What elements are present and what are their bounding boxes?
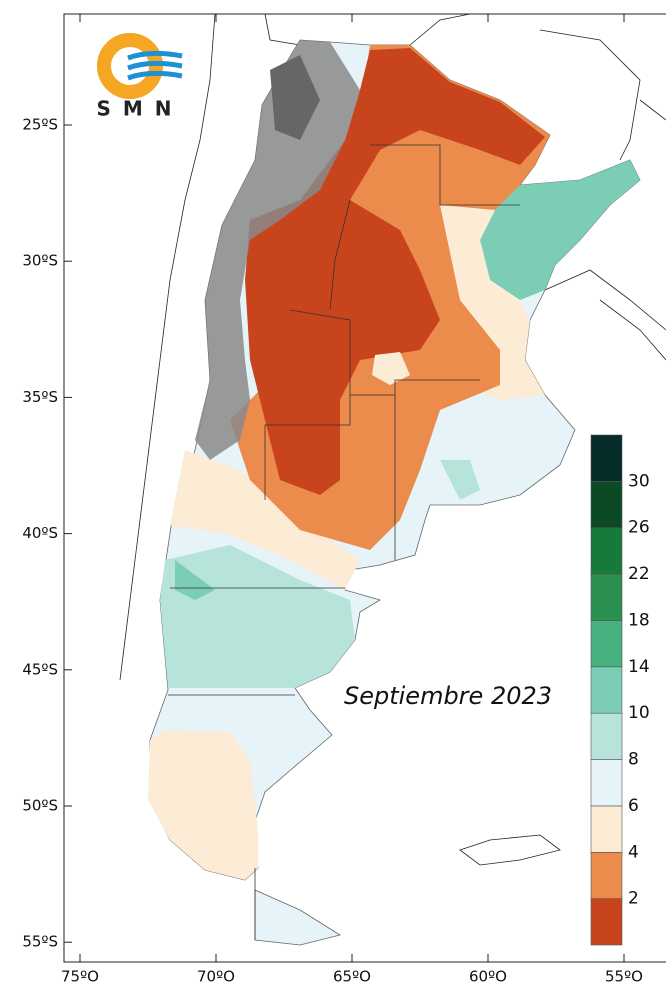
lon-label: 70ºO [197, 968, 235, 986]
legend-label: 14 [628, 657, 650, 677]
legend-label: 26 [628, 518, 650, 538]
legend-label: 10 [628, 703, 650, 723]
legend-swatch [591, 481, 622, 527]
caption: Septiembre 2023 [344, 682, 552, 710]
lat-label: 55ºS [22, 933, 58, 951]
lat-label: 25ºS [22, 116, 58, 134]
legend-swatch [591, 899, 622, 945]
legend-swatch [591, 620, 622, 666]
lat-label: 45ºS [22, 660, 58, 678]
lat-label: 30ºS [22, 252, 58, 270]
smn-logo: SMN [96, 40, 183, 121]
lat-label: 35ºS [22, 388, 58, 406]
legend-swatch [591, 574, 622, 620]
logo-text: SMN [96, 97, 183, 121]
legend-label: 30 [628, 471, 650, 491]
lat-label: 50ºS [22, 797, 58, 815]
lat-label: 40ºS [22, 524, 58, 542]
legend-label: 22 [628, 564, 650, 584]
legend-swatch [591, 528, 622, 574]
legend-swatch [591, 760, 622, 806]
legend-swatch [591, 713, 622, 759]
legend-swatch [591, 667, 622, 713]
legend: 2 4 6 8 10 14 18 22 26 30 [591, 435, 650, 945]
legend-label: 4 [628, 842, 639, 862]
legend-swatch [591, 435, 622, 481]
legend-label: 2 [628, 889, 639, 909]
south-cream [148, 730, 258, 880]
lon-label: 55ºO [605, 968, 643, 986]
legend-swatch [591, 806, 622, 852]
map: SMN Septiembre 2023 25ºS 30ºS 35ºS 40ºS 45ºS… [0, 0, 666, 991]
legend-label: 6 [628, 796, 639, 816]
lon-label: 60ºO [469, 968, 507, 986]
lon-label: 65ºO [333, 968, 371, 986]
legend-label: 18 [628, 610, 650, 630]
legend-swatch [591, 852, 622, 898]
legend-label: 8 [628, 750, 639, 770]
tierra-del-fuego [255, 890, 340, 945]
lon-label: 75ºO [61, 968, 99, 986]
